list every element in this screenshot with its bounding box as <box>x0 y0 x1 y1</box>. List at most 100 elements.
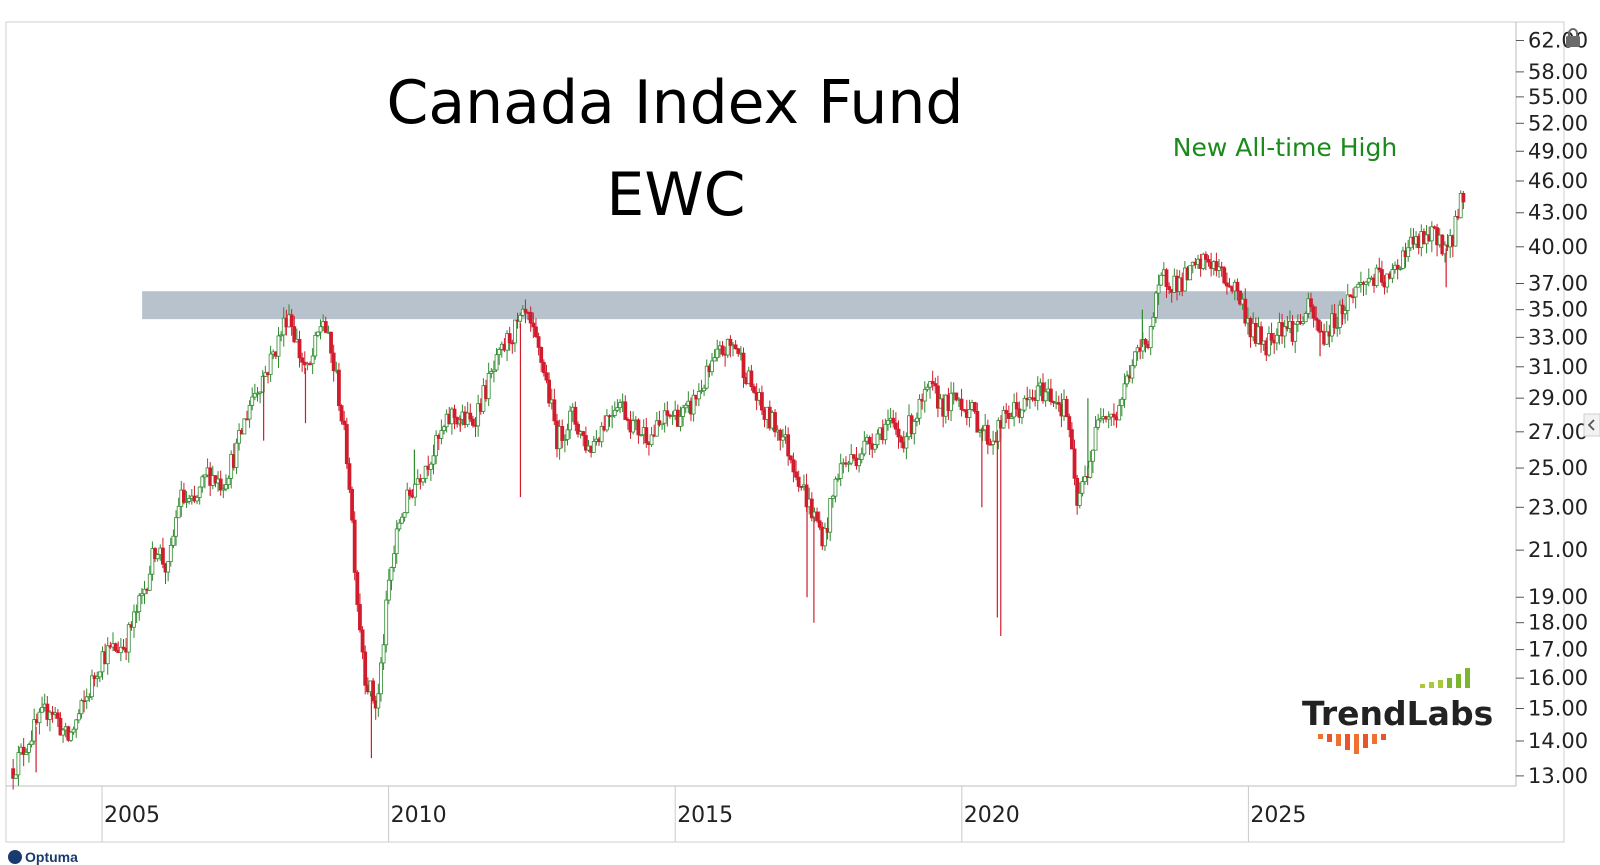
candle-body <box>452 408 457 419</box>
candle-body <box>1401 250 1405 269</box>
candle-body <box>1004 410 1009 414</box>
candle-body <box>1219 266 1224 269</box>
chevron-left-icon[interactable] <box>1583 413 1600 437</box>
candle-body <box>1348 294 1353 298</box>
optuma-label: Optuma <box>25 849 78 865</box>
candle-body <box>494 354 499 371</box>
candle-body <box>991 440 995 445</box>
logo-bar-top <box>1465 668 1470 688</box>
candle-body <box>182 489 186 503</box>
candle-body <box>139 593 144 597</box>
candle-body <box>544 372 549 381</box>
candle-body <box>928 381 932 388</box>
candle-body <box>720 345 725 355</box>
y-tick-label: 14.00 <box>1528 729 1588 753</box>
candle-body <box>168 544 173 563</box>
candle-body <box>1432 226 1437 229</box>
candle-body <box>252 392 257 398</box>
candle-body <box>786 434 791 457</box>
candle-body <box>468 412 473 420</box>
candle-body <box>105 645 110 665</box>
candle-body <box>1356 283 1361 288</box>
candle-body <box>331 352 336 372</box>
logo-bar-top <box>1456 674 1461 688</box>
candle-body <box>1119 398 1124 406</box>
candle-body <box>733 344 738 350</box>
all-time-high-annotation: New All-time High <box>1173 133 1397 162</box>
candle-body <box>471 418 475 426</box>
candle-body <box>833 478 838 497</box>
candle-body <box>132 611 136 628</box>
candle-body <box>893 422 898 430</box>
candle-body <box>654 420 659 437</box>
candle-body <box>1398 268 1403 270</box>
candle-body <box>623 401 628 420</box>
candle-body <box>1235 281 1240 292</box>
candle-body <box>1225 282 1229 287</box>
candle-body <box>1091 449 1095 462</box>
candle-body <box>583 435 588 451</box>
candle-body <box>40 706 44 713</box>
logo-bar-bottom <box>1381 734 1386 740</box>
candle-body <box>836 478 840 480</box>
candle-body <box>24 751 29 755</box>
candle-body <box>27 744 31 753</box>
candle-body <box>712 357 717 362</box>
candle-body <box>76 713 81 721</box>
logo-bar-top <box>1429 682 1434 688</box>
candle-body <box>79 700 84 715</box>
candle-body <box>539 346 544 363</box>
candle-body <box>639 434 643 437</box>
y-tick-label: 35.00 <box>1528 298 1588 322</box>
candle-body <box>591 440 596 453</box>
candle-body <box>867 437 872 445</box>
candle-body <box>1217 266 1221 271</box>
logo-bar-bottom <box>1363 734 1368 748</box>
candle-body <box>1130 365 1135 379</box>
candle-body <box>174 517 178 537</box>
candle-body <box>778 429 783 441</box>
y-tick-label: 25.00 <box>1528 456 1588 480</box>
candle-body <box>147 573 152 591</box>
candle-body <box>407 489 412 496</box>
candle-body <box>936 385 940 409</box>
candle-body <box>313 334 318 357</box>
candle-body <box>381 644 386 664</box>
candle-body <box>350 489 354 521</box>
candle-body <box>1238 290 1242 305</box>
candle-body <box>242 418 247 435</box>
candle-body <box>329 331 333 354</box>
candle-body <box>859 453 864 460</box>
candle-body <box>292 326 297 343</box>
candle-body <box>1267 333 1271 356</box>
candle-body <box>16 752 21 776</box>
candle-body <box>541 362 546 374</box>
x-tick-label: 2005 <box>104 803 160 828</box>
candle-body <box>134 611 139 614</box>
candle-body <box>1020 409 1024 418</box>
candle-body <box>95 676 100 680</box>
candle-body <box>166 561 171 573</box>
candle-body <box>363 651 368 686</box>
candle-body <box>310 355 315 365</box>
candle-body <box>513 319 517 344</box>
candle-body <box>1309 298 1313 308</box>
candle-body <box>1096 419 1101 428</box>
candle-body <box>604 415 609 431</box>
candle-body <box>930 381 935 384</box>
candle-body <box>1343 310 1348 315</box>
lock-icon[interactable] <box>1566 28 1580 47</box>
y-tick-label: 19.00 <box>1528 585 1588 609</box>
candle-body <box>11 768 16 779</box>
candle-body <box>599 425 604 443</box>
candle-body <box>904 436 909 449</box>
candle-body <box>781 436 785 441</box>
candle-body <box>681 407 685 417</box>
candle-body <box>476 403 481 427</box>
candle-body <box>1088 460 1093 478</box>
candle-body <box>1133 351 1137 367</box>
candle-body <box>29 740 34 746</box>
candle-body <box>657 420 662 426</box>
candle-body <box>1125 375 1129 385</box>
